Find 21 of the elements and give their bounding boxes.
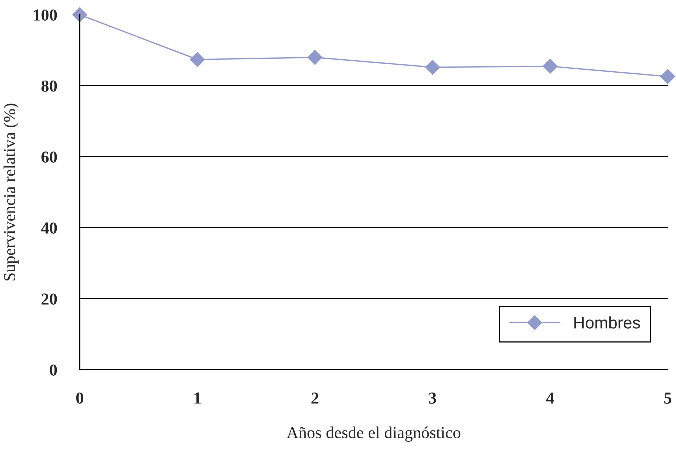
- y-tick-label: 60: [42, 152, 58, 163]
- point: [190, 52, 205, 68]
- point: [425, 60, 440, 75]
- point: [308, 50, 323, 65]
- y-tick-label: 100: [34, 10, 58, 21]
- y-tick-label: 0: [50, 364, 58, 376]
- x-axis-title: Años desde el diagnóstico: [286, 426, 461, 442]
- y-axis-title: Supervivencia relativa (%): [4, 104, 19, 281]
- point: [660, 69, 676, 84]
- point: [72, 8, 88, 22]
- legend-label: Hombres: [574, 316, 640, 329]
- y-tick-label: 80: [42, 80, 58, 92]
- x-tick-label: 2: [312, 392, 319, 404]
- x-tick-label: 3: [429, 392, 436, 404]
- x-tick-label: 4: [546, 392, 554, 404]
- x-tick-label: 5: [664, 392, 672, 404]
- point: [543, 59, 558, 74]
- x-tick-label: 0: [76, 392, 84, 404]
- y-tick-label: 20: [42, 294, 58, 305]
- x-tick-label: 1: [194, 392, 201, 404]
- y-tick-label: 40: [41, 222, 58, 234]
